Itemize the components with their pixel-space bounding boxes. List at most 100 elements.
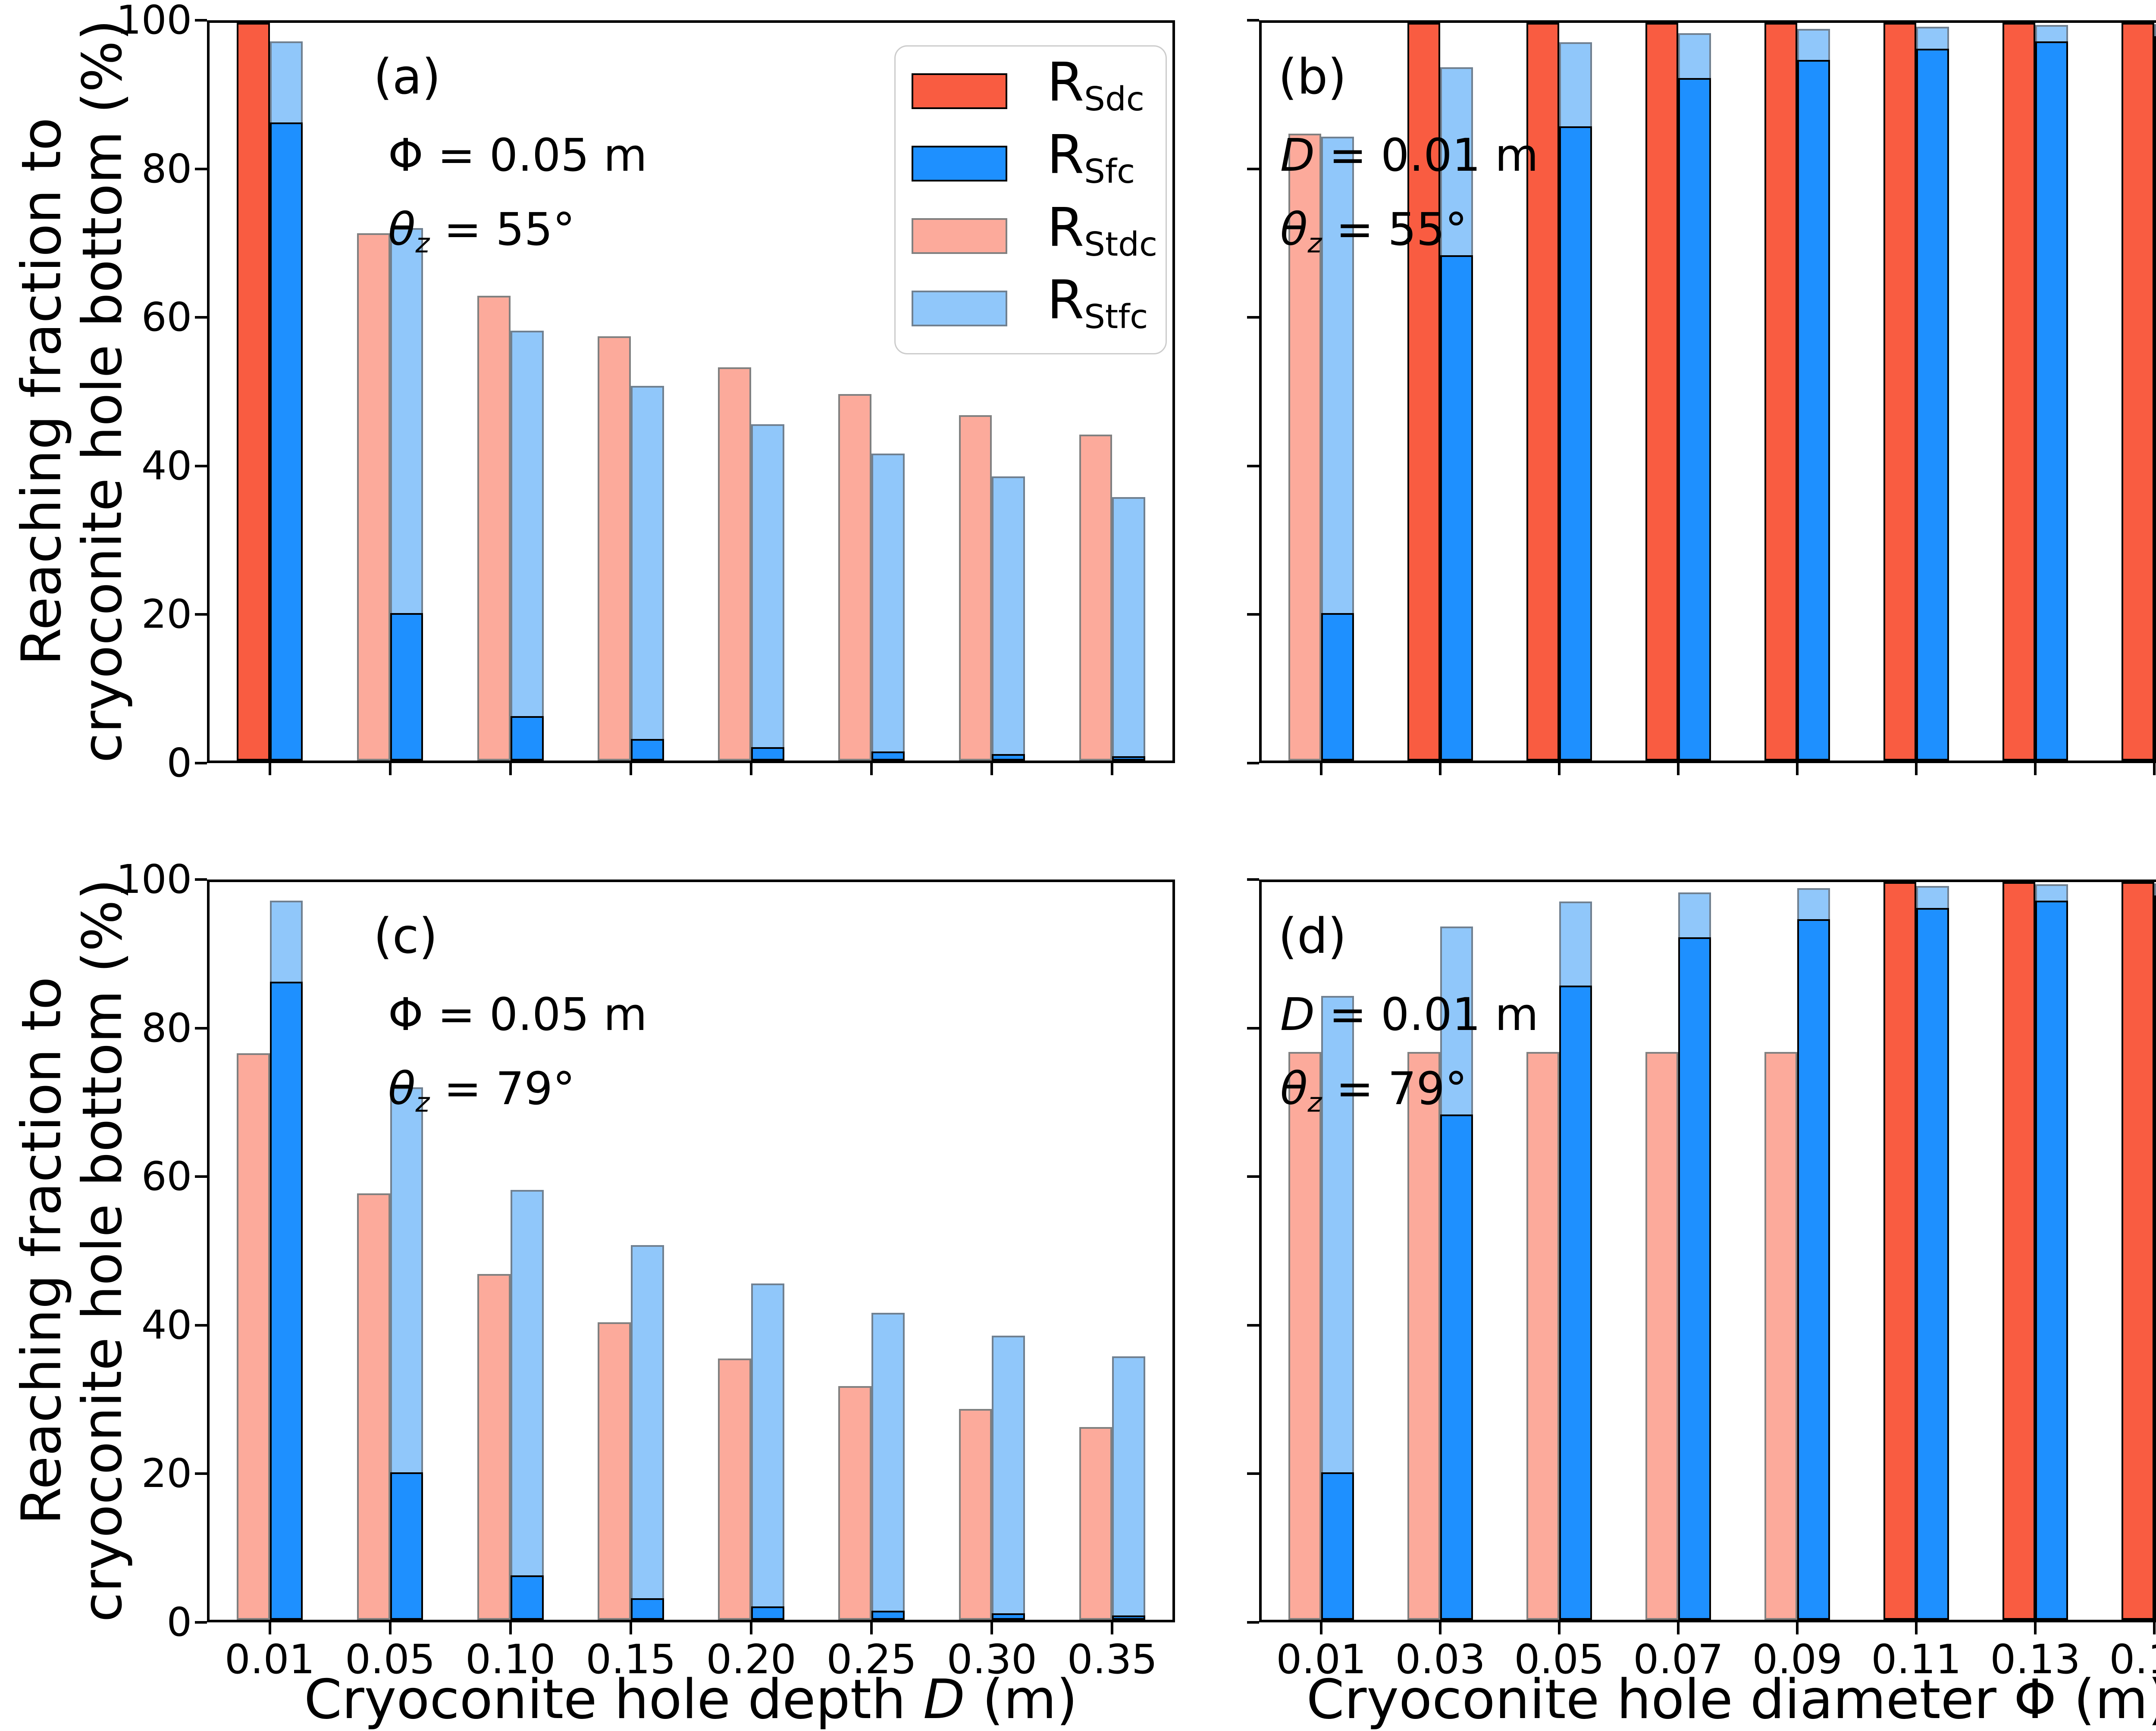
legend-label-sfc: RSfc [1047,124,1135,191]
legend-swatch-sdc [912,73,1007,109]
y-axis-tick [1247,19,1259,22]
bar-sdc [2002,23,2035,761]
x-tick-label: 0.07 [1633,1636,1724,1683]
y-axis-tick [195,1027,207,1030]
x-tick-label: 0.30 [946,1636,1037,1683]
y-tick-label: 0 [166,740,192,786]
annotation-symbol: θ [1280,1062,1308,1115]
bar-stdc [357,1193,390,1620]
y-axis-tick [195,167,207,170]
bar-sdc [2002,882,2035,1620]
legend-label-stdc: RStdc [1047,196,1158,264]
y-axis-tick [195,1472,207,1475]
bar-stdc [477,1274,511,1620]
bar-stdc [598,336,631,761]
bar-sfc [1440,255,1473,761]
y-axis-tick [195,762,207,764]
x-axis-label-depth: Cryoconite hole depth D (m) [216,1669,1165,1730]
y-axis-label-line1: Reaching fraction to [9,117,73,666]
bar-stdc [236,1053,270,1620]
bar-sfc [630,739,664,761]
x-axis-tick [1677,763,1680,775]
x-axis-tick [1111,1622,1114,1634]
legend-item-sdc: RSdc [896,54,1166,123]
x-axis-label-text: Cryoconite hole depth [304,1668,923,1731]
bar-sdc [1764,23,1797,761]
annotation-subscript: z [1307,1086,1322,1118]
y-axis-tick [1247,1472,1259,1475]
y-axis-tick [195,464,207,467]
panel-d [1259,880,2156,1622]
legend-swatch-stdc [912,218,1007,254]
bar-stfc [751,424,784,761]
y-axis-tick [195,1324,207,1327]
annotation-value: = 79° [429,1062,575,1115]
y-axis-tick [195,878,207,881]
bar-stfc [1112,1356,1146,1620]
annotation-subscript: z [1307,227,1322,259]
x-axis-tick [268,763,271,775]
y-axis-label-line2: cryoconite hole bottom (%) [70,19,134,763]
y-tick-label: 100 [116,856,192,902]
annotation-value: = 0.05 m [423,129,647,182]
x-tick-label: 0.10 [465,1636,556,1683]
legend-item-sfc: RSfc [896,127,1166,196]
bar-stfc [992,476,1025,761]
x-axis-tick [268,1622,271,1634]
bar-stdc [718,367,752,761]
x-axis-tick [1677,1622,1680,1634]
x-axis-tick [389,1622,392,1634]
panel-annotation-b-2: θz = 55° [1280,204,1467,268]
bar-sdc [1883,882,1916,1620]
bar-sfc [1321,613,1354,761]
y-axis-tick [1247,1621,1259,1624]
bar-sfc [992,1613,1025,1620]
y-axis-label-line1: Reaching fraction to [9,977,73,1525]
bar-stdc [1079,434,1112,761]
x-tick-label: 0.11 [1871,1636,1962,1683]
annotation-value: = 0.01 m [1314,988,1539,1041]
x-axis-tick [990,1622,993,1634]
y-tick-label: 60 [141,1153,192,1200]
x-tick-label: 0.15 [2109,1636,2156,1683]
bar-stdc [477,296,511,761]
bar-stfc [992,1336,1025,1620]
legend: RSdc RSfc RStdc RStfc [894,45,1167,354]
bar-stfc [510,330,544,761]
bar-sfc [1559,126,1592,761]
y-axis-label-top-row: Reaching fraction to cryoconite hole bot… [9,19,136,763]
bar-sfc [2154,895,2156,1620]
x-axis-tick [870,1622,873,1634]
x-axis-label-text: Cryoconite hole diameter [1306,1668,2014,1731]
y-tick-label: 40 [141,1302,192,1348]
annotation-symbol: θ [388,203,416,256]
x-tick-label: 0.15 [586,1636,676,1683]
x-axis-tick [1796,763,1799,775]
x-axis-tick [1439,763,1442,775]
y-axis-label-line2: cryoconite hole bottom (%) [70,879,134,1622]
bar-sfc [1112,1615,1146,1620]
bar-stfc [871,454,905,761]
y-axis-tick [1247,762,1259,764]
x-axis-tick [2034,763,2037,775]
annotation-symbol: Φ [388,988,423,1041]
y-axis-tick [195,613,207,616]
bar-sfc [992,754,1025,761]
x-axis-tick [750,763,753,775]
x-axis-tick [2153,763,2156,775]
bar-sfc [270,982,303,1620]
annotation-value: = 0.05 m [423,988,647,1041]
bar-sfc [270,122,303,761]
x-tick-label: 0.25 [826,1636,917,1683]
bar-stfc [1112,497,1146,761]
x-axis-tick [1439,1622,1442,1634]
bar-sdc [1645,23,1678,761]
y-axis-label-bottom-row: Reaching fraction to cryoconite hole bot… [9,879,136,1622]
y-axis-tick [1247,613,1259,616]
bar-stfc [751,1283,784,1620]
bar-sfc [2035,41,2068,761]
bar-sfc [1321,1472,1354,1620]
annotation-symbol: Φ [388,129,423,182]
bar-stdc [838,394,872,761]
